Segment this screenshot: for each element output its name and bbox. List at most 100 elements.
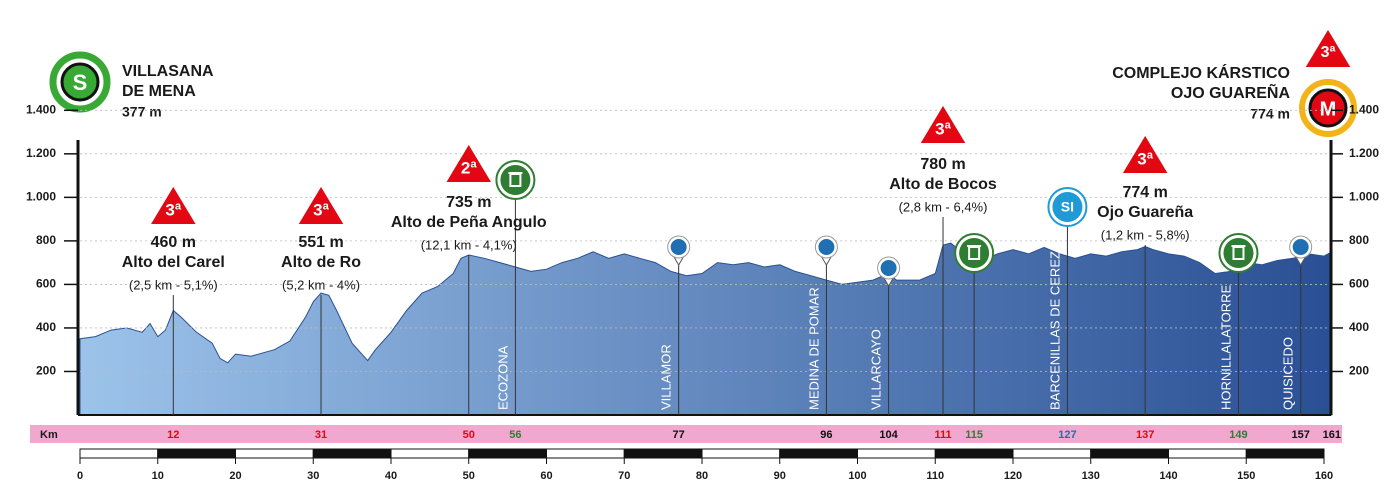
- finish-climb-category: 3ª: [1321, 44, 1336, 61]
- climb-name: Alto del Carel: [122, 254, 225, 271]
- climb-icon: [295, 183, 347, 226]
- y-tick-label: 1.200: [26, 146, 56, 160]
- x-tick-label: 150: [1237, 470, 1255, 482]
- sprint: [1052, 192, 1083, 222]
- x-tick-label: 10: [152, 470, 164, 482]
- x-tick-label: 110: [926, 470, 944, 482]
- climb-elevation: 774 m: [1122, 184, 1167, 201]
- climb-category: 3ª: [165, 200, 181, 219]
- km-mark: 12: [167, 429, 179, 441]
- km-mark: 149: [1229, 429, 1247, 441]
- y-tick-label: 1.400: [1349, 102, 1379, 116]
- pin: [818, 239, 835, 255]
- town-name: VILLAMOR: [659, 344, 674, 410]
- finish-name: COMPLEJO KÁRSTICO: [1112, 63, 1290, 82]
- climb-details: (2,5 km - 5,1%): [129, 277, 218, 292]
- km-mark: 50: [463, 429, 475, 441]
- climb-elevation: 551 m: [298, 234, 343, 251]
- km-mark: 56: [509, 429, 521, 441]
- finish-badge-inner: [1308, 88, 1348, 128]
- x-tick-label: 160: [1315, 470, 1333, 482]
- y-tick-label: 200: [36, 364, 56, 378]
- town-name: HORNILLALATORRE: [1218, 284, 1233, 410]
- km-bar-label: Km: [40, 429, 58, 441]
- pin: [670, 239, 687, 255]
- start-badge-inner: [60, 62, 100, 102]
- finish-badge-text: M: [1320, 98, 1337, 120]
- x-tick-label: 130: [1082, 470, 1100, 482]
- climb-category: 3ª: [935, 119, 951, 138]
- finish-name: OJO GUAREÑA: [1171, 82, 1291, 102]
- y-tick-label: 1.400: [26, 102, 56, 116]
- climb-name: Alto de Peña Angulo: [391, 214, 547, 231]
- finish-climb-icon: [1302, 26, 1354, 69]
- y-tick-label: 800: [36, 233, 56, 247]
- x-tick-label: 90: [774, 470, 786, 482]
- x-tick-label: 50: [463, 470, 475, 482]
- y-tick-label: 1.000: [26, 190, 56, 204]
- climb-category: 3ª: [313, 200, 329, 219]
- scale-segment: [235, 448, 314, 459]
- x-tick-label: 70: [618, 470, 630, 482]
- scale-segment: [857, 448, 936, 459]
- x-tick-label: 140: [1159, 470, 1177, 482]
- climb-elevation: 460 m: [151, 234, 196, 251]
- feed-zone: [1223, 238, 1254, 268]
- y-tick-label: 600: [1349, 277, 1369, 291]
- climb-elevation: 735 m: [446, 194, 491, 211]
- scale-segment: [157, 448, 236, 459]
- km-mark: 137: [1136, 429, 1154, 441]
- km-mark: 111: [934, 429, 951, 441]
- y-tick-label: 800: [1349, 233, 1369, 247]
- climb-details: (5,2 km - 4%): [282, 277, 360, 292]
- x-tick-label: 80: [696, 470, 708, 482]
- km-mark: 31: [315, 429, 327, 441]
- x-tick-label: 30: [307, 470, 319, 482]
- climb-name: Ojo Guareña: [1097, 204, 1193, 221]
- town-name: BARCENILLAS DE CEREZOS: [1047, 232, 1062, 410]
- scale-segment: [468, 448, 547, 459]
- km-mark: 161: [1323, 429, 1341, 441]
- climb-icon: [147, 183, 200, 226]
- scale-segment: [1245, 448, 1325, 459]
- km-bar: [30, 425, 1342, 443]
- scale-segment: [1168, 448, 1247, 459]
- x-tick-label: 100: [848, 470, 866, 482]
- town-name: QUISICEDO: [1281, 337, 1296, 410]
- town-name: ECOZONA: [495, 345, 510, 410]
- scale-segment: [701, 448, 781, 459]
- km-mark: 104: [879, 429, 898, 441]
- finish-elevation: 774 m: [1250, 106, 1290, 122]
- y-tick-label: 1.000: [1349, 190, 1379, 204]
- sprint-label: SI: [1061, 199, 1074, 215]
- scale-segment: [312, 448, 392, 459]
- scale-segment: [779, 448, 858, 459]
- scale-segment: [546, 448, 625, 459]
- km-mark: 127: [1058, 429, 1076, 441]
- scale-segment: [623, 448, 703, 459]
- pin: [1292, 239, 1309, 255]
- climb-details: (1,2 km - 5,8%): [1101, 227, 1190, 242]
- y-tick-label: 200: [1349, 364, 1369, 378]
- y-tick-label: 600: [36, 277, 56, 291]
- scale-segment: [79, 448, 159, 459]
- climb-name: Alto de Ro: [281, 254, 361, 271]
- scale-segment: [1012, 448, 1092, 459]
- climb-details: (12,1 km - 4,1%): [421, 237, 517, 252]
- scale-segment: [1090, 448, 1169, 459]
- x-tick-label: 0: [77, 470, 83, 482]
- x-tick-label: 40: [385, 470, 397, 482]
- km-mark: 96: [820, 429, 832, 441]
- start-name: VILLASANA: [122, 63, 214, 80]
- pin: [880, 260, 897, 276]
- climb-category: 2ª: [461, 158, 477, 177]
- climb-elevation: 780 m: [920, 156, 965, 173]
- climb-details: (2,8 km - 6,4%): [899, 199, 988, 214]
- scale-segment: [390, 448, 470, 459]
- climb-icon: [1119, 132, 1171, 175]
- profile-area: [79, 242, 1333, 416]
- climb-icon: [917, 102, 969, 145]
- y-tick-label: 400: [36, 320, 56, 334]
- x-tick-label: 120: [1004, 470, 1022, 482]
